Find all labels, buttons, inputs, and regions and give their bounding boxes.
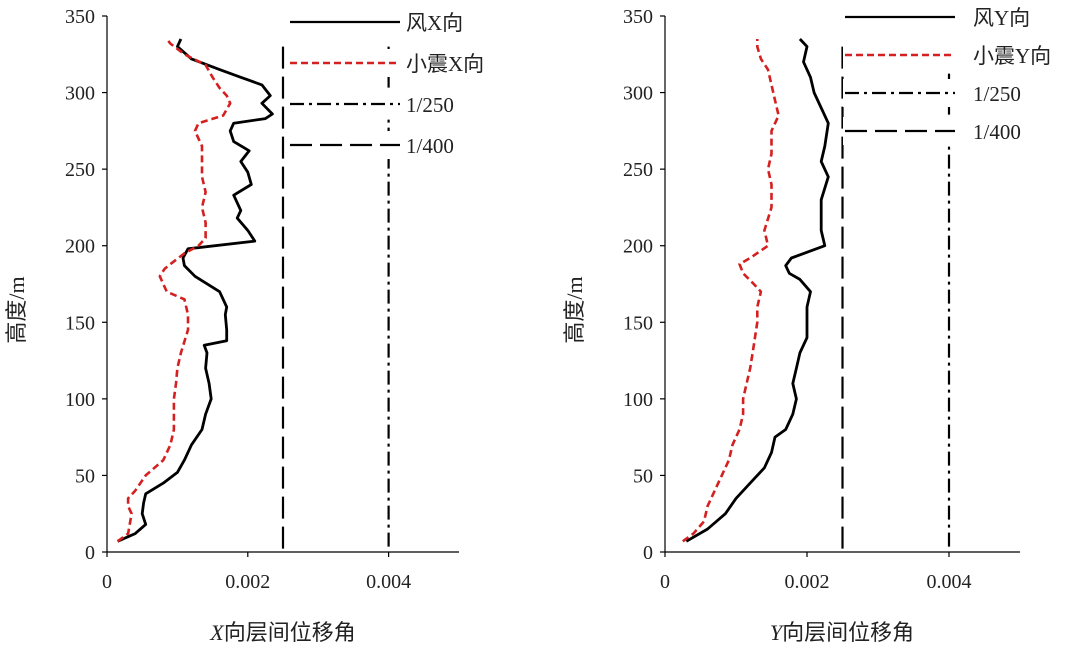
x-tick-label: 0.002 <box>225 571 270 593</box>
y-tick-label: 350 <box>65 6 95 28</box>
chart-y-direction: 0 50 100 150 200 250 300 350 0 0.002 0.004 风Y向小震Y向… <box>562 3 1061 645</box>
y-tick-label: 50 <box>633 465 653 487</box>
y-axis-title: 高度/m <box>562 276 587 343</box>
y-tick-label: 100 <box>65 389 95 411</box>
y-tick-label: 0 <box>85 542 95 564</box>
x-axis-title-italic: Y <box>770 620 785 645</box>
y-tick-label: 200 <box>65 236 95 258</box>
legend-label: 1/400 <box>406 134 454 158</box>
x-axis-title-rest: 向层间位移角 <box>224 620 356 645</box>
series-quake-line <box>116 38 232 543</box>
series-wind-line <box>685 38 830 543</box>
x-tick-label: 0.004 <box>366 571 411 593</box>
y-tick-label: 0 <box>643 542 653 564</box>
y-tick-label: 150 <box>623 312 653 334</box>
x-axis-title-italic: X <box>209 620 225 645</box>
y-tick-label: 250 <box>65 159 95 181</box>
x-tick-label: 0 <box>102 571 112 593</box>
series-wind-line <box>117 38 274 543</box>
series-quake-line <box>682 39 780 543</box>
legend-label: 1/250 <box>973 82 1021 106</box>
y-tick-label: 300 <box>65 83 95 105</box>
y-tick-label: 50 <box>75 465 95 487</box>
legend-label: 风X向 <box>406 11 463 35</box>
legend-label: 小震X向 <box>406 52 484 76</box>
y-tick-label: 350 <box>623 6 653 28</box>
legend-label: 风Y向 <box>973 6 1030 30</box>
y-axis-title: 高度/m <box>4 276 29 343</box>
y-tick-label: 150 <box>65 312 95 334</box>
legend-label: 小震Y向 <box>973 44 1051 68</box>
y-tick-label: 250 <box>623 159 653 181</box>
y-tick-label: 200 <box>623 236 653 258</box>
x-tick-label: 0.004 <box>927 571 972 593</box>
y-tick-label: 300 <box>623 83 653 105</box>
x-tick-label: 0 <box>660 571 670 593</box>
x-axis-title-rest: 向层间位移角 <box>782 620 914 645</box>
x-axis-title: Y向层间位移角 <box>770 620 914 645</box>
x-tick-label: 0.002 <box>785 571 830 593</box>
x-axis-title: X向层间位移角 <box>209 620 355 645</box>
y-tick-label: 100 <box>623 389 653 411</box>
legend-label: 1/400 <box>973 120 1021 144</box>
chart-x-direction: 0 50 100 150 200 250 300 350 0 0.002 0.004 风X向小震X向… <box>4 6 494 645</box>
legend-label: 1/250 <box>406 93 454 117</box>
